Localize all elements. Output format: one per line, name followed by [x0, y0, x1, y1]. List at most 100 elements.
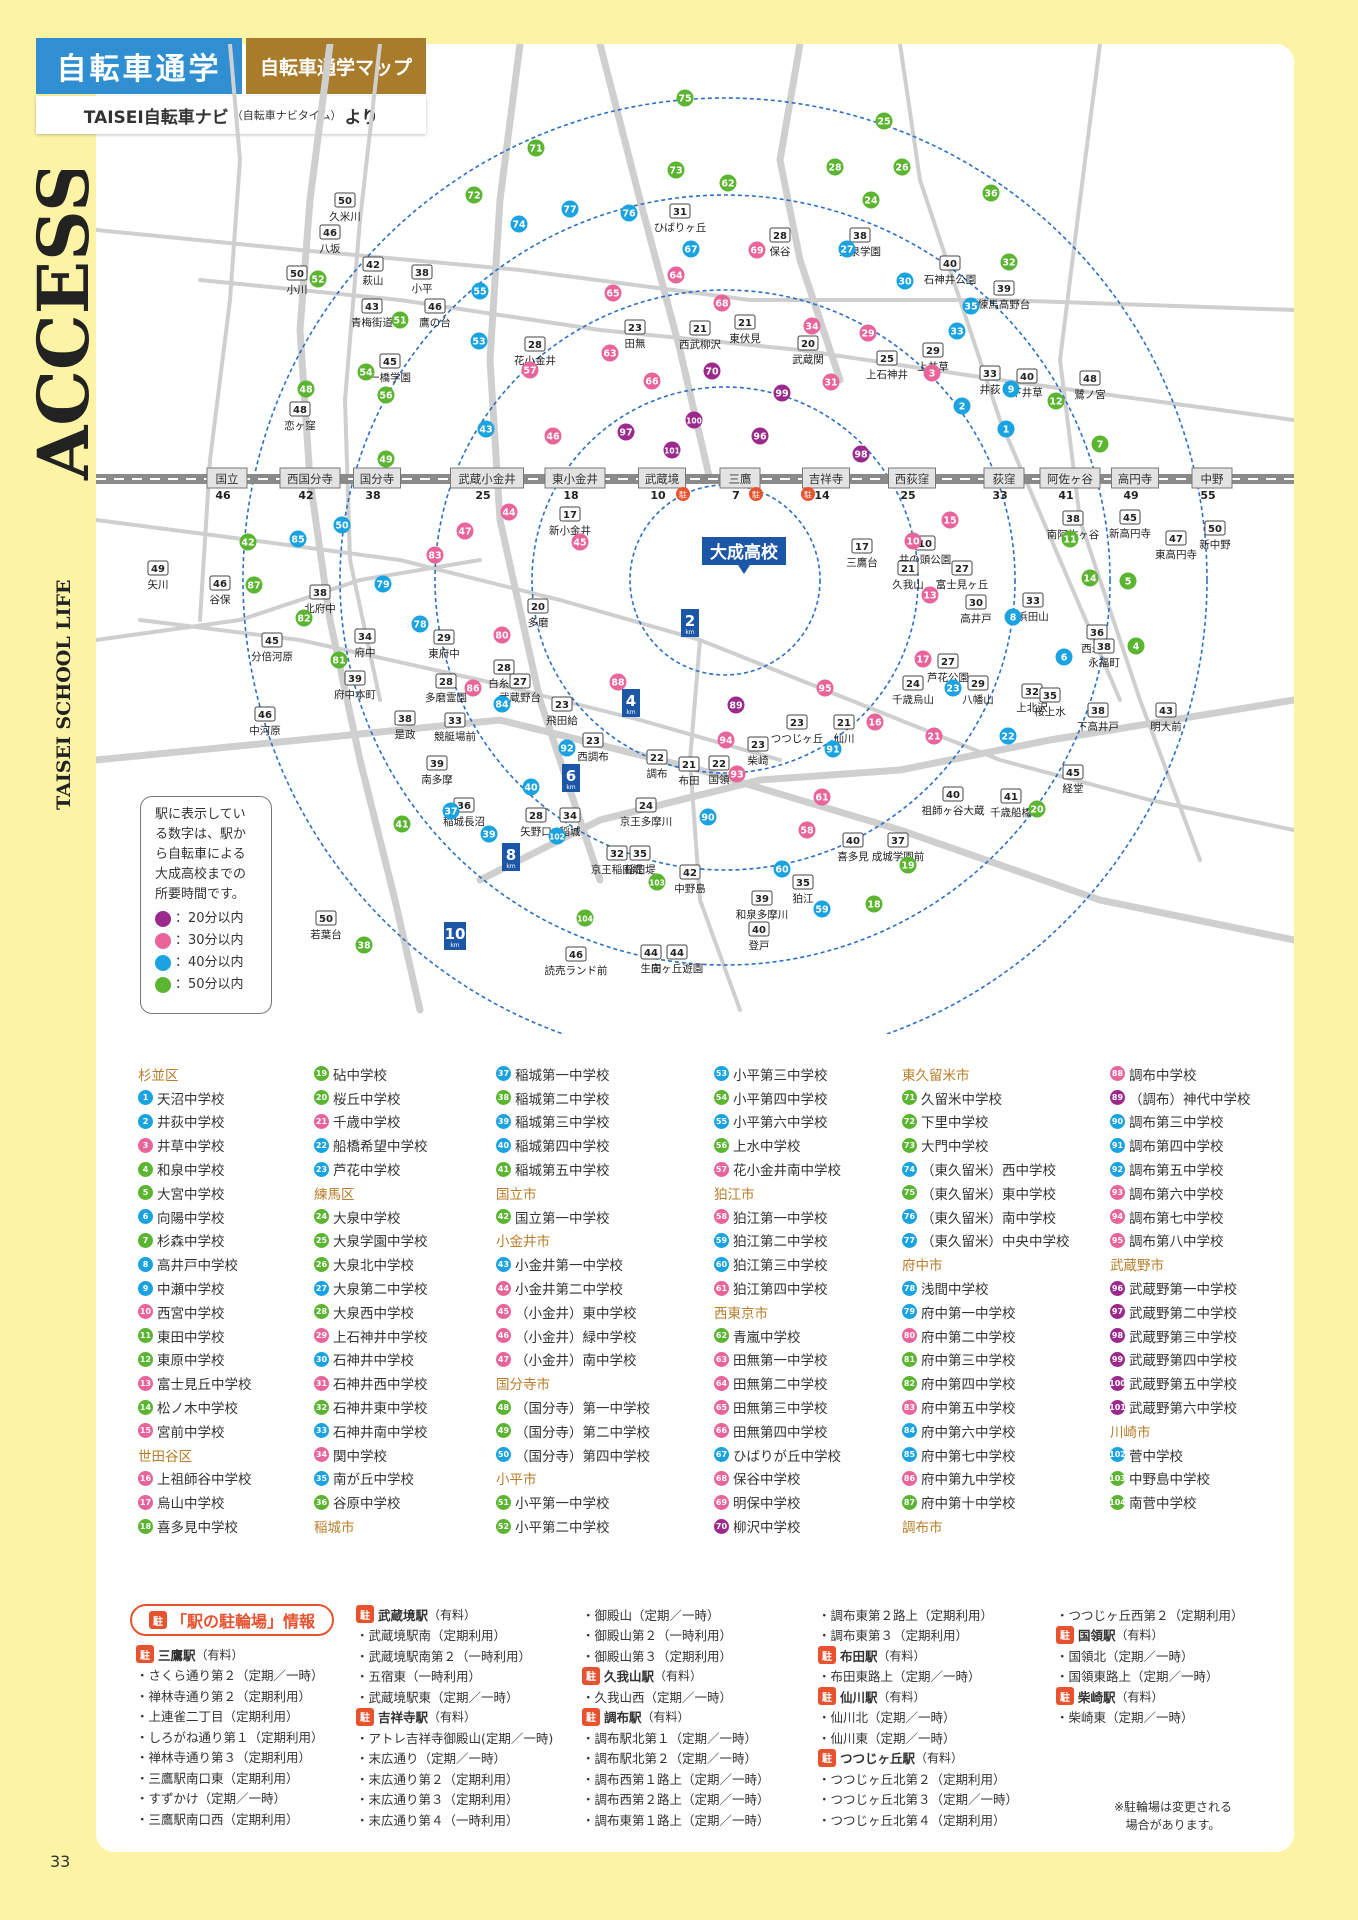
station-minutes-box [887, 832, 909, 848]
station-minutes-box [747, 736, 769, 752]
parking-badge-icon: 駐 [582, 1707, 600, 1726]
school-name: 杉森中学校 [157, 1234, 225, 1251]
school-name: 石神井南中学校 [333, 1424, 428, 1441]
school-list-item: 35 南が丘中学校 [314, 1467, 504, 1491]
station-minutes-box [640, 944, 662, 960]
school-dot-number: 81 [332, 656, 345, 667]
school-dot-number: 6 [1061, 653, 1068, 664]
school-dot [866, 713, 884, 731]
station-minutes: 38 [1066, 514, 1080, 525]
line-station-name: 武蔵小金井 [458, 472, 516, 486]
school-dot [470, 332, 488, 350]
school-number-icon: 6 [138, 1209, 153, 1225]
area-heading: 狛江市 [714, 1186, 755, 1203]
school-list-item: 5 大宮中学校 [138, 1181, 328, 1205]
school-list-item: 81 府中第三中学校 [902, 1348, 1092, 1372]
school-number-icon: 54 [714, 1090, 729, 1106]
station-name: 多磨霊園 [425, 691, 467, 704]
school-list-item: 93 調布第六中学校 [1110, 1181, 1300, 1205]
school-name: 稲城第一中学校 [515, 1067, 610, 1084]
station-minutes-box [624, 319, 646, 335]
school-list-item: 34 関中学校 [314, 1443, 504, 1467]
school-name: （東久留米）中央中学校 [921, 1234, 1070, 1251]
station-name: 経堂 [1063, 782, 1084, 795]
station-minutes: 45 [265, 636, 279, 647]
school-name: 東原中学校 [157, 1353, 225, 1370]
distance-unit: km [626, 709, 635, 716]
school-dot [1002, 380, 1020, 398]
legend-dot-icon [155, 933, 171, 949]
school-list-item: 98 武蔵野第三中学校 [1110, 1324, 1300, 1348]
parking-lot: ・つつじヶ丘北第４（定期利用） [818, 1812, 1006, 1828]
school-number-icon: 32 [314, 1399, 329, 1415]
school-name: 保谷中学校 [733, 1472, 801, 1489]
school-number-icon: 41 [496, 1161, 511, 1177]
school-number-icon: 43 [496, 1256, 511, 1272]
station-minutes: 28 [773, 231, 787, 242]
school-dot-number: 84 [495, 700, 509, 711]
school-dot [617, 423, 635, 441]
school-dot [944, 679, 962, 697]
school-dot-number: 93 [730, 770, 743, 781]
station-label: 23 柴崎 [747, 736, 769, 767]
station-name: 小川 [287, 284, 308, 296]
distance-value: 8 [506, 846, 516, 864]
school-number-icon: 58 [714, 1209, 729, 1225]
station-minutes: 35 [796, 878, 810, 889]
station-label: 24 京王多摩川 [620, 797, 672, 828]
school-name: 調布第六中学校 [1129, 1186, 1224, 1203]
school-dot [727, 696, 745, 714]
school-name: 武蔵野第五中学校 [1129, 1377, 1237, 1394]
school-name: （小金井）緑中学校 [515, 1329, 637, 1346]
school-dot-number: 34 [805, 322, 819, 333]
station-minutes-box [646, 749, 668, 765]
station-minutes-box [902, 675, 924, 691]
distance-unit: km [685, 629, 694, 636]
station-label: 33 浜田山 [1017, 592, 1049, 623]
school-name: （国分寺）第四中学校 [515, 1448, 650, 1465]
station-minutes-box [851, 538, 873, 554]
station-minutes-box [334, 192, 356, 208]
school-dot-number: 65 [606, 289, 619, 300]
legend-label: ：40分以内 [175, 955, 244, 970]
road [96, 716, 1294, 944]
school-dot [773, 384, 791, 402]
school-dot-number: 69 [750, 246, 763, 257]
school-dot [289, 530, 307, 548]
station-minutes: 46 [258, 710, 272, 721]
school-name: 大泉西中学校 [333, 1305, 414, 1322]
school-dot-number: 55 [473, 287, 486, 298]
note-line-2: 場合があります。 [1125, 1818, 1221, 1832]
school-dot-number: 66 [645, 377, 659, 388]
school-number-icon: 81 [902, 1351, 917, 1367]
school-marker: 大成高校 [702, 537, 786, 574]
area-heading: 世田谷区 [138, 1448, 192, 1465]
parking-marker-text: 駐 [752, 490, 760, 500]
school-name: 田無第四中学校 [733, 1424, 828, 1441]
line-station-name: 吉祥寺 [809, 472, 844, 486]
school-dot [527, 139, 545, 157]
school-number-icon: 31 [314, 1375, 329, 1391]
school-dot [333, 516, 351, 534]
school-list-item: 23 芦花中学校 [314, 1157, 504, 1181]
school-number-icon: 68 [714, 1470, 729, 1486]
parking-station: 駐国領駅 （有料） [1056, 1625, 1244, 1646]
school-number-icon: 79 [902, 1304, 917, 1320]
station-minutes: 44 [670, 948, 684, 959]
school-dot-number: 47 [458, 527, 471, 538]
station-label: 38 小平 [411, 264, 433, 295]
parking-lot: ・三鷹駅南口東（定期利用） [136, 1770, 299, 1786]
station-name: 鷺ノ宮 [1074, 388, 1106, 401]
parking-lot: ・調布西第１路上（定期／一時） [582, 1771, 770, 1787]
area-heading: 稲城市 [314, 1520, 355, 1537]
station-minutes: 33 [983, 369, 997, 380]
station-minutes-box [842, 832, 864, 848]
distance-marker [562, 764, 580, 792]
station-name: 永福町 [1088, 656, 1120, 669]
school-life-vertical: TAISEI SCHOOL LIFE [53, 579, 75, 810]
station-minutes: 39 [755, 894, 769, 905]
school-dot-number: 3 [929, 369, 936, 380]
school-name: 菅中学校 [1129, 1448, 1183, 1465]
station-name: 京王稲田堤 [591, 863, 644, 876]
